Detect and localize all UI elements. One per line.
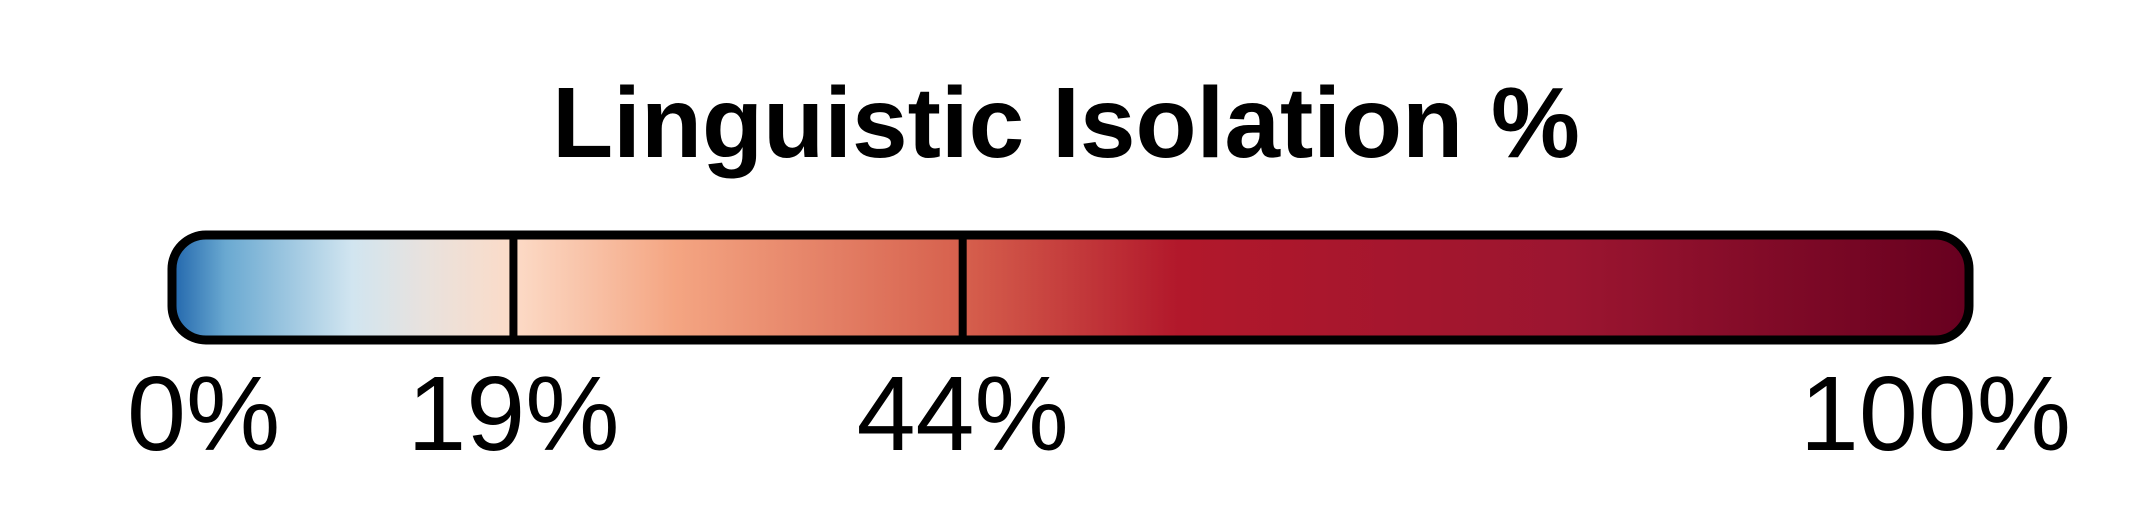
tick-label-0: 0% [127,355,280,473]
tick-label-1: 19% [407,355,619,473]
tick-label-2: 44% [857,355,1069,473]
colorbar-tick-labels: 0% 19% 44% 100% [127,355,2071,473]
legend-title: Linguistic Isolation % [552,67,1580,179]
colorbar-bar [172,235,1969,340]
colorbar-border [167,230,1974,345]
colorbar-dividers [509,235,967,340]
tick-label-3: 100% [1800,355,2071,473]
